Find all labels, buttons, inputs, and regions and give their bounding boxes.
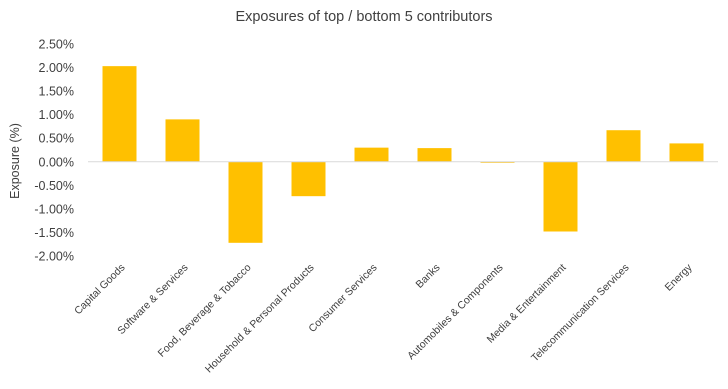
x-tick-label: Energy bbox=[663, 261, 696, 294]
y-tick-label: -1.50% bbox=[34, 226, 74, 240]
bar bbox=[165, 119, 200, 162]
x-tick-label: Consumer Services bbox=[306, 262, 379, 335]
y-tick-label: -0.50% bbox=[34, 179, 74, 193]
y-axis-label: Exposure (%) bbox=[8, 123, 22, 199]
y-tick-label: 2.50% bbox=[39, 38, 74, 52]
y-tick-label: 1.50% bbox=[39, 85, 74, 99]
bar bbox=[291, 161, 326, 197]
y-tick-label: -2.00% bbox=[34, 250, 74, 264]
bar bbox=[669, 143, 704, 162]
bar bbox=[102, 66, 137, 162]
bar bbox=[543, 161, 578, 232]
bar bbox=[417, 148, 452, 162]
y-tick-label: -1.00% bbox=[34, 202, 74, 216]
y-axis-ticks: 2.50% 2.00% 1.50% 1.00% 0.50% 0.00% -0.50% -1.0… bbox=[34, 38, 74, 264]
bar bbox=[606, 130, 641, 162]
y-tick-label: 1.00% bbox=[39, 108, 74, 122]
bar bbox=[354, 147, 389, 162]
chart-title: Exposures of top / bottom 5 contributors bbox=[235, 9, 492, 25]
x-tick-label: Capital Goods bbox=[72, 262, 128, 318]
y-tick-label: 0.50% bbox=[39, 132, 74, 146]
x-tick-label: Banks bbox=[413, 262, 442, 291]
y-tick-label: 0.00% bbox=[39, 155, 74, 169]
bars bbox=[102, 66, 704, 243]
bar bbox=[228, 161, 263, 243]
y-tick-label: 2.00% bbox=[39, 61, 74, 75]
x-tick-label: Software & Services bbox=[115, 262, 190, 337]
x-tick-label: Household & Personal Products bbox=[203, 262, 317, 376]
